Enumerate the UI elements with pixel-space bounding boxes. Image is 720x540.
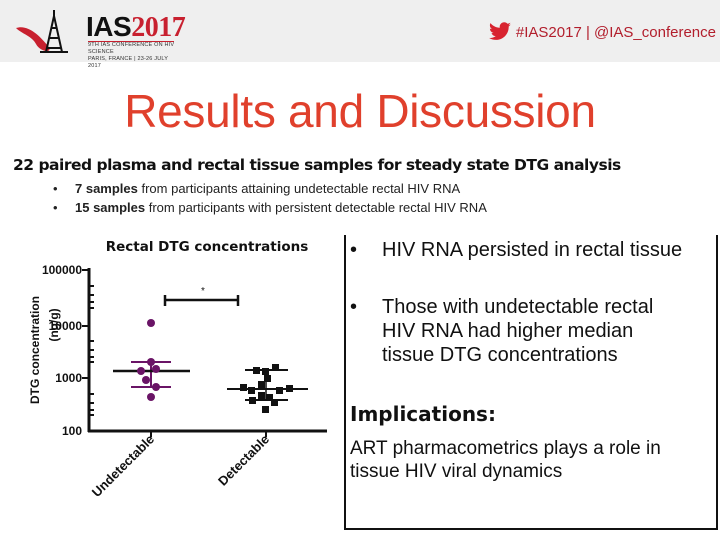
y-axis-label-line1: DTG concentration: [28, 296, 42, 404]
logo-subtitle: 9TH IAS CONFERENCE ON HIV SCIENCE PARIS,…: [88, 42, 180, 70]
significance-bracket: [163, 295, 240, 306]
logo-subtitle-line1: 9TH IAS CONFERENCE ON HIV SCIENCE: [88, 42, 175, 55]
y-tick-10000: 10000: [49, 319, 83, 333]
eiffel-tower-ribbon-icon: [16, 10, 68, 53]
bullet-bold: 7 samples: [75, 181, 138, 196]
findings-box: [344, 235, 718, 530]
sample-bullets: • 7 samples from participants attaining …: [53, 179, 487, 217]
implications-heading: Implications:: [350, 402, 496, 426]
bullet-text: from participants attaining undetectable…: [137, 181, 461, 196]
x-label-detectable: Detectable: [215, 432, 272, 489]
undetectable-series: [113, 319, 190, 401]
bullet-item: • 7 samples from participants attaining …: [53, 179, 487, 198]
chart-title: Rectal DTG concentrations: [106, 239, 309, 255]
header-band: [0, 0, 720, 62]
bullet-item: • 15 samples from participants with pers…: [53, 198, 487, 217]
y-tick-100000: 100000: [42, 263, 82, 277]
logo-rule: [88, 41, 174, 42]
slide-title: Results and Discussion: [124, 85, 596, 137]
finding-text-1: HIV RNA persisted in rectal tissue: [382, 239, 683, 261]
logo-ias: IAS: [86, 11, 132, 42]
finding-bullet-1: • HIV RNA persisted in rectal tissue: [346, 238, 716, 262]
y-axis-label-line2: (ng/g): [47, 308, 61, 341]
bullet-dot: •: [53, 181, 58, 196]
finding-text-2: Those with undetectable rectal HIV RNA h…: [382, 296, 654, 366]
ias2017-logo: IAS2017 9TH IAS CONFERENCE ON HIV SCIENC…: [10, 6, 186, 69]
x-label-undetectable: Undetectable: [89, 432, 157, 500]
bullet-dot: •: [350, 296, 358, 318]
slide-subheading: 22 paired plasma and rectal tissue sampl…: [13, 156, 621, 174]
logo-year: 2017: [131, 12, 186, 43]
twitter-bird-icon: [488, 22, 511, 40]
significance-star: *: [201, 286, 205, 297]
bullet-bold: 15 samples: [75, 200, 146, 215]
finding-bullet-2: • Those with undetectable rectal HIV RNA…: [346, 295, 691, 367]
twitter-handle: #IAS2017 | @IAS_conference: [488, 20, 716, 44]
logo-subtitle-line2: PARIS, FRANCE | 23-26 JULY 2017: [88, 56, 168, 69]
y-ticks: [82, 269, 267, 437]
detectable-series: [227, 364, 308, 413]
twitter-handle-text: #IAS2017 | @IAS_conference: [515, 23, 716, 41]
y-tick-labels: 100000 10000 1000 100: [42, 263, 82, 438]
y-tick-1000: 1000: [55, 371, 82, 385]
bullet-text: from participants with persistent detect…: [145, 200, 487, 215]
logo-wordmark: IAS2017: [86, 11, 186, 44]
bullet-dot: •: [53, 200, 58, 215]
bullet-dot: •: [350, 239, 358, 261]
y-tick-100: 100: [62, 424, 82, 438]
implications-text: ART pharmacometrics plays a role in tiss…: [350, 438, 661, 482]
dtg-scatter-chart: Rectal DTG concentrations DTG concentrat…: [28, 239, 327, 500]
